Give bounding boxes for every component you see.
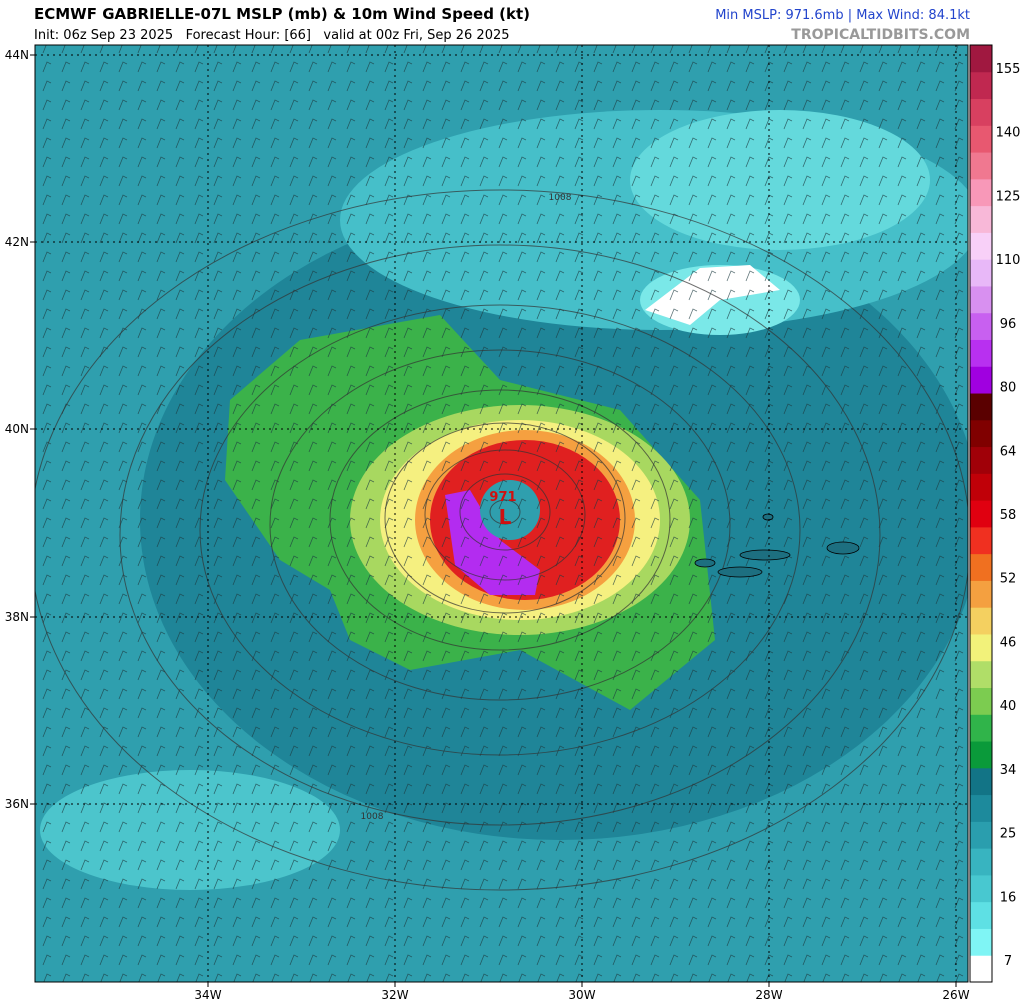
colorbar-swatch [970, 473, 992, 501]
lon-label: 28W [755, 988, 782, 1001]
colorbar-swatch [970, 580, 992, 608]
colorbar-swatch [970, 152, 992, 180]
colorbar-swatch [970, 285, 992, 314]
colorbar-swatch [970, 366, 992, 394]
colorbar-swatch [970, 71, 992, 100]
colorbar-label: 64 [1000, 444, 1017, 459]
colorbar-label: 7 [1004, 954, 1012, 969]
lat-label: 38N [5, 610, 29, 624]
center-pressure: 971 [489, 490, 516, 505]
map: 1008 1008 971 L [35, 45, 968, 982]
colorbar-swatch [970, 741, 992, 769]
colorbar-label: 34 [1000, 763, 1017, 778]
colorbar-swatch [970, 339, 992, 367]
colorbar-label: 155 [996, 62, 1021, 77]
colorbar-swatch [970, 633, 992, 662]
colorbar-label: 80 [1000, 381, 1017, 396]
colorbar-label: 25 [1000, 827, 1017, 842]
colorbar-swatch [970, 419, 992, 448]
contour-label: 1008 [361, 812, 384, 822]
lon-label: 34W [194, 988, 221, 1001]
map-frame [34, 44, 969, 983]
lat-label: 36N [5, 797, 29, 811]
colorbar-label: 125 [996, 189, 1021, 204]
stats: Min MSLP: 971.6mb | Max Wind: 84.1kt [715, 8, 970, 23]
subtitle: Init: 06z Sep 23 2025 Forecast Hour: [66… [34, 28, 510, 43]
colorbar-swatch [970, 45, 992, 73]
colorbar-swatch [970, 446, 992, 474]
colorbar-swatch [970, 821, 992, 849]
colorbar-swatch [970, 714, 992, 742]
colorbar-swatch [970, 955, 992, 983]
colorbar-label: 58 [1000, 508, 1017, 523]
colorbar-swatch [970, 312, 992, 340]
colorbar-swatch [970, 98, 992, 126]
colorbar-swatch [970, 928, 992, 956]
colorbar-swatch [970, 125, 992, 153]
graticule [35, 45, 968, 982]
colorbar-swatch [970, 205, 992, 233]
lat-label: 44N [5, 48, 29, 62]
source: TROPICALTIDBITS.COM [791, 27, 970, 43]
colorbar-frame [969, 44, 993, 983]
colorbar-swatch [970, 500, 992, 528]
colorbar-swatch [970, 874, 992, 903]
colorbar-swatch [970, 794, 992, 822]
lat-label: 40N [5, 422, 29, 436]
title: ECMWF GABRIELLE-07L MSLP (mb) & 10m Wind… [34, 5, 530, 23]
colorbar: 155 140 125 110 96 80 64 58 52 46 40 34 25 16 7 [969, 44, 1021, 983]
axes: 44N 42N 40N 38N 36N 34W 32W 30W 28W 26W [5, 48, 970, 1002]
lat-label: 42N [5, 235, 29, 249]
colorbar-swatch [970, 901, 992, 929]
colorbar-swatch [970, 232, 992, 260]
colorbar-swatch [970, 393, 992, 421]
colorbar-label: 110 [996, 253, 1021, 268]
lon-label: 26W [942, 988, 969, 1001]
colorbar-swatch [970, 687, 992, 715]
colorbar-swatch [970, 259, 992, 287]
contour-label: 1008 [549, 193, 572, 203]
colorbar-swatch [970, 848, 992, 876]
low-marker: L [499, 505, 512, 529]
lon-label: 30W [568, 988, 595, 1001]
colorbar-swatch [970, 526, 992, 555]
colorbar-label: 40 [1000, 699, 1017, 714]
colorbar-swatch [970, 660, 992, 689]
colorbar-label: 46 [1000, 635, 1017, 650]
colorbar-label: 96 [1000, 317, 1017, 332]
colorbar-label: 52 [1000, 572, 1017, 587]
colorbar-swatch [970, 607, 992, 635]
colorbar-label: 16 [1000, 890, 1017, 905]
colorbar-label: 140 [996, 126, 1021, 141]
colorbar-swatch [970, 767, 992, 796]
colorbar-swatch [970, 178, 992, 207]
lon-label: 32W [381, 988, 408, 1001]
colorbar-swatch [970, 553, 992, 581]
